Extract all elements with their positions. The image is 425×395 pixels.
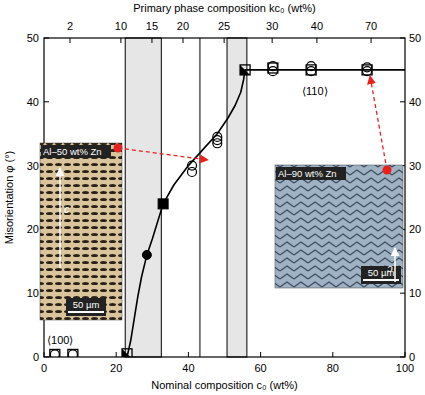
point-square-half xyxy=(122,349,132,357)
x2-tick xyxy=(69,38,70,43)
point-circle-open xyxy=(268,67,277,76)
x2-tick xyxy=(151,38,152,43)
y2-tick-label: 30 xyxy=(409,160,421,172)
point-square-half-outline xyxy=(122,349,132,357)
point-circle-open xyxy=(268,62,277,71)
x-tick xyxy=(116,352,117,357)
y-tick-label: 30 xyxy=(27,160,39,172)
pointer xyxy=(370,76,387,170)
point-square-half-fill xyxy=(240,65,250,75)
y2-tick-label: 0 xyxy=(409,351,415,363)
x-tick-label: 0 xyxy=(41,362,47,374)
y2-tick-label: 50 xyxy=(409,32,421,44)
vline xyxy=(199,38,200,357)
x-tick-label: 60 xyxy=(254,362,266,374)
point-square xyxy=(158,199,168,209)
point-square-open xyxy=(50,349,60,357)
point-square-half xyxy=(240,65,250,75)
y-tick-label: 40 xyxy=(27,96,39,108)
x2-tick-label: 15 xyxy=(146,20,158,32)
y-tick xyxy=(44,38,49,39)
point-circle-open xyxy=(188,161,197,170)
inset-label-bg xyxy=(276,167,346,180)
micrograph xyxy=(275,165,403,288)
x-tick xyxy=(188,352,189,357)
x2-tick xyxy=(224,38,225,43)
growth-label: c xyxy=(64,203,70,215)
x2-tick xyxy=(120,38,121,43)
point-circle-open xyxy=(50,350,59,357)
pointer-dot xyxy=(383,166,392,175)
scalebar-label: 50 µm xyxy=(73,299,100,310)
y2-tick xyxy=(400,357,405,358)
point-circle-open xyxy=(213,132,222,141)
point-circle-open xyxy=(307,67,316,76)
point-square-open xyxy=(306,65,316,75)
x2-tick xyxy=(182,38,183,43)
growth-arrow xyxy=(394,248,396,282)
y-tick xyxy=(44,101,49,102)
x-axis-label: Nominal composition c₀ (wt%) xyxy=(151,379,297,391)
y-tick-label: 50 xyxy=(27,32,39,44)
band xyxy=(227,38,247,357)
growth-label: c xyxy=(387,264,393,276)
scalebar-bg xyxy=(66,298,106,316)
micrograph xyxy=(40,143,122,320)
point-circle-open xyxy=(68,350,77,357)
y-tick-label: 20 xyxy=(27,223,39,235)
x2-tick-label: 30 xyxy=(266,20,278,32)
pointer xyxy=(118,148,208,160)
x2-tick xyxy=(316,38,317,43)
y2-tick xyxy=(400,293,405,294)
band xyxy=(125,38,161,357)
x2-tick-label: 70 xyxy=(365,20,377,32)
x-tick xyxy=(405,352,406,357)
point-circle-open xyxy=(363,67,372,76)
y-tick-label: 10 xyxy=(27,287,39,299)
inset-label: Al–90 wt% Zn xyxy=(278,168,337,179)
x-tick-label: 100 xyxy=(396,362,414,374)
x-tick-label: 20 xyxy=(110,362,122,374)
y-axis-label: Misorientation φ (°) xyxy=(3,151,15,244)
x-tick-label: 40 xyxy=(182,362,194,374)
x2-tick xyxy=(272,38,273,43)
y-tick xyxy=(44,357,49,358)
x-tick xyxy=(44,352,45,357)
point-square-half-fill xyxy=(122,349,132,357)
scalebar xyxy=(68,311,104,313)
x2-tick-label: 40 xyxy=(311,20,323,32)
x-tick xyxy=(332,352,333,357)
point-square-open xyxy=(68,349,78,357)
growth-arrow xyxy=(59,168,61,268)
annotation: ⟨110⟩ xyxy=(302,85,328,97)
y2-tick xyxy=(400,101,405,102)
y2-tick-label: 20 xyxy=(409,223,421,235)
x-tick xyxy=(260,352,261,357)
x2-tick-label: 10 xyxy=(115,20,127,32)
x2-axis-label: Primary phase composition kc₀ (wt%) xyxy=(133,2,315,14)
inset-label: Al–50 wt% Zn xyxy=(43,146,102,157)
x2-tick-label: 25 xyxy=(218,20,230,32)
inset-label-bg xyxy=(41,145,111,158)
x2-tick-label: 2 xyxy=(67,20,73,32)
pointer-dot xyxy=(114,144,123,153)
annotation: ⟨100⟩ xyxy=(47,334,73,346)
x2-tick xyxy=(371,38,372,43)
y-tick-label: 0 xyxy=(33,351,39,363)
y2-tick-label: 40 xyxy=(409,96,421,108)
y2-tick-label: 10 xyxy=(409,287,421,299)
x2-tick-label: 20 xyxy=(177,20,189,32)
point-square-half-outline xyxy=(240,65,250,75)
chart: 0 20 40 60 80 100 2 10 15 20 25 30 40 70 0 10 20 30 40 50 0 1… xyxy=(0,0,425,395)
scalebar xyxy=(363,279,399,281)
x-tick-label: 80 xyxy=(327,362,339,374)
point-circle-open xyxy=(307,62,316,71)
fit-line xyxy=(127,70,405,357)
y2-tick xyxy=(400,38,405,39)
point-circle xyxy=(142,250,151,259)
